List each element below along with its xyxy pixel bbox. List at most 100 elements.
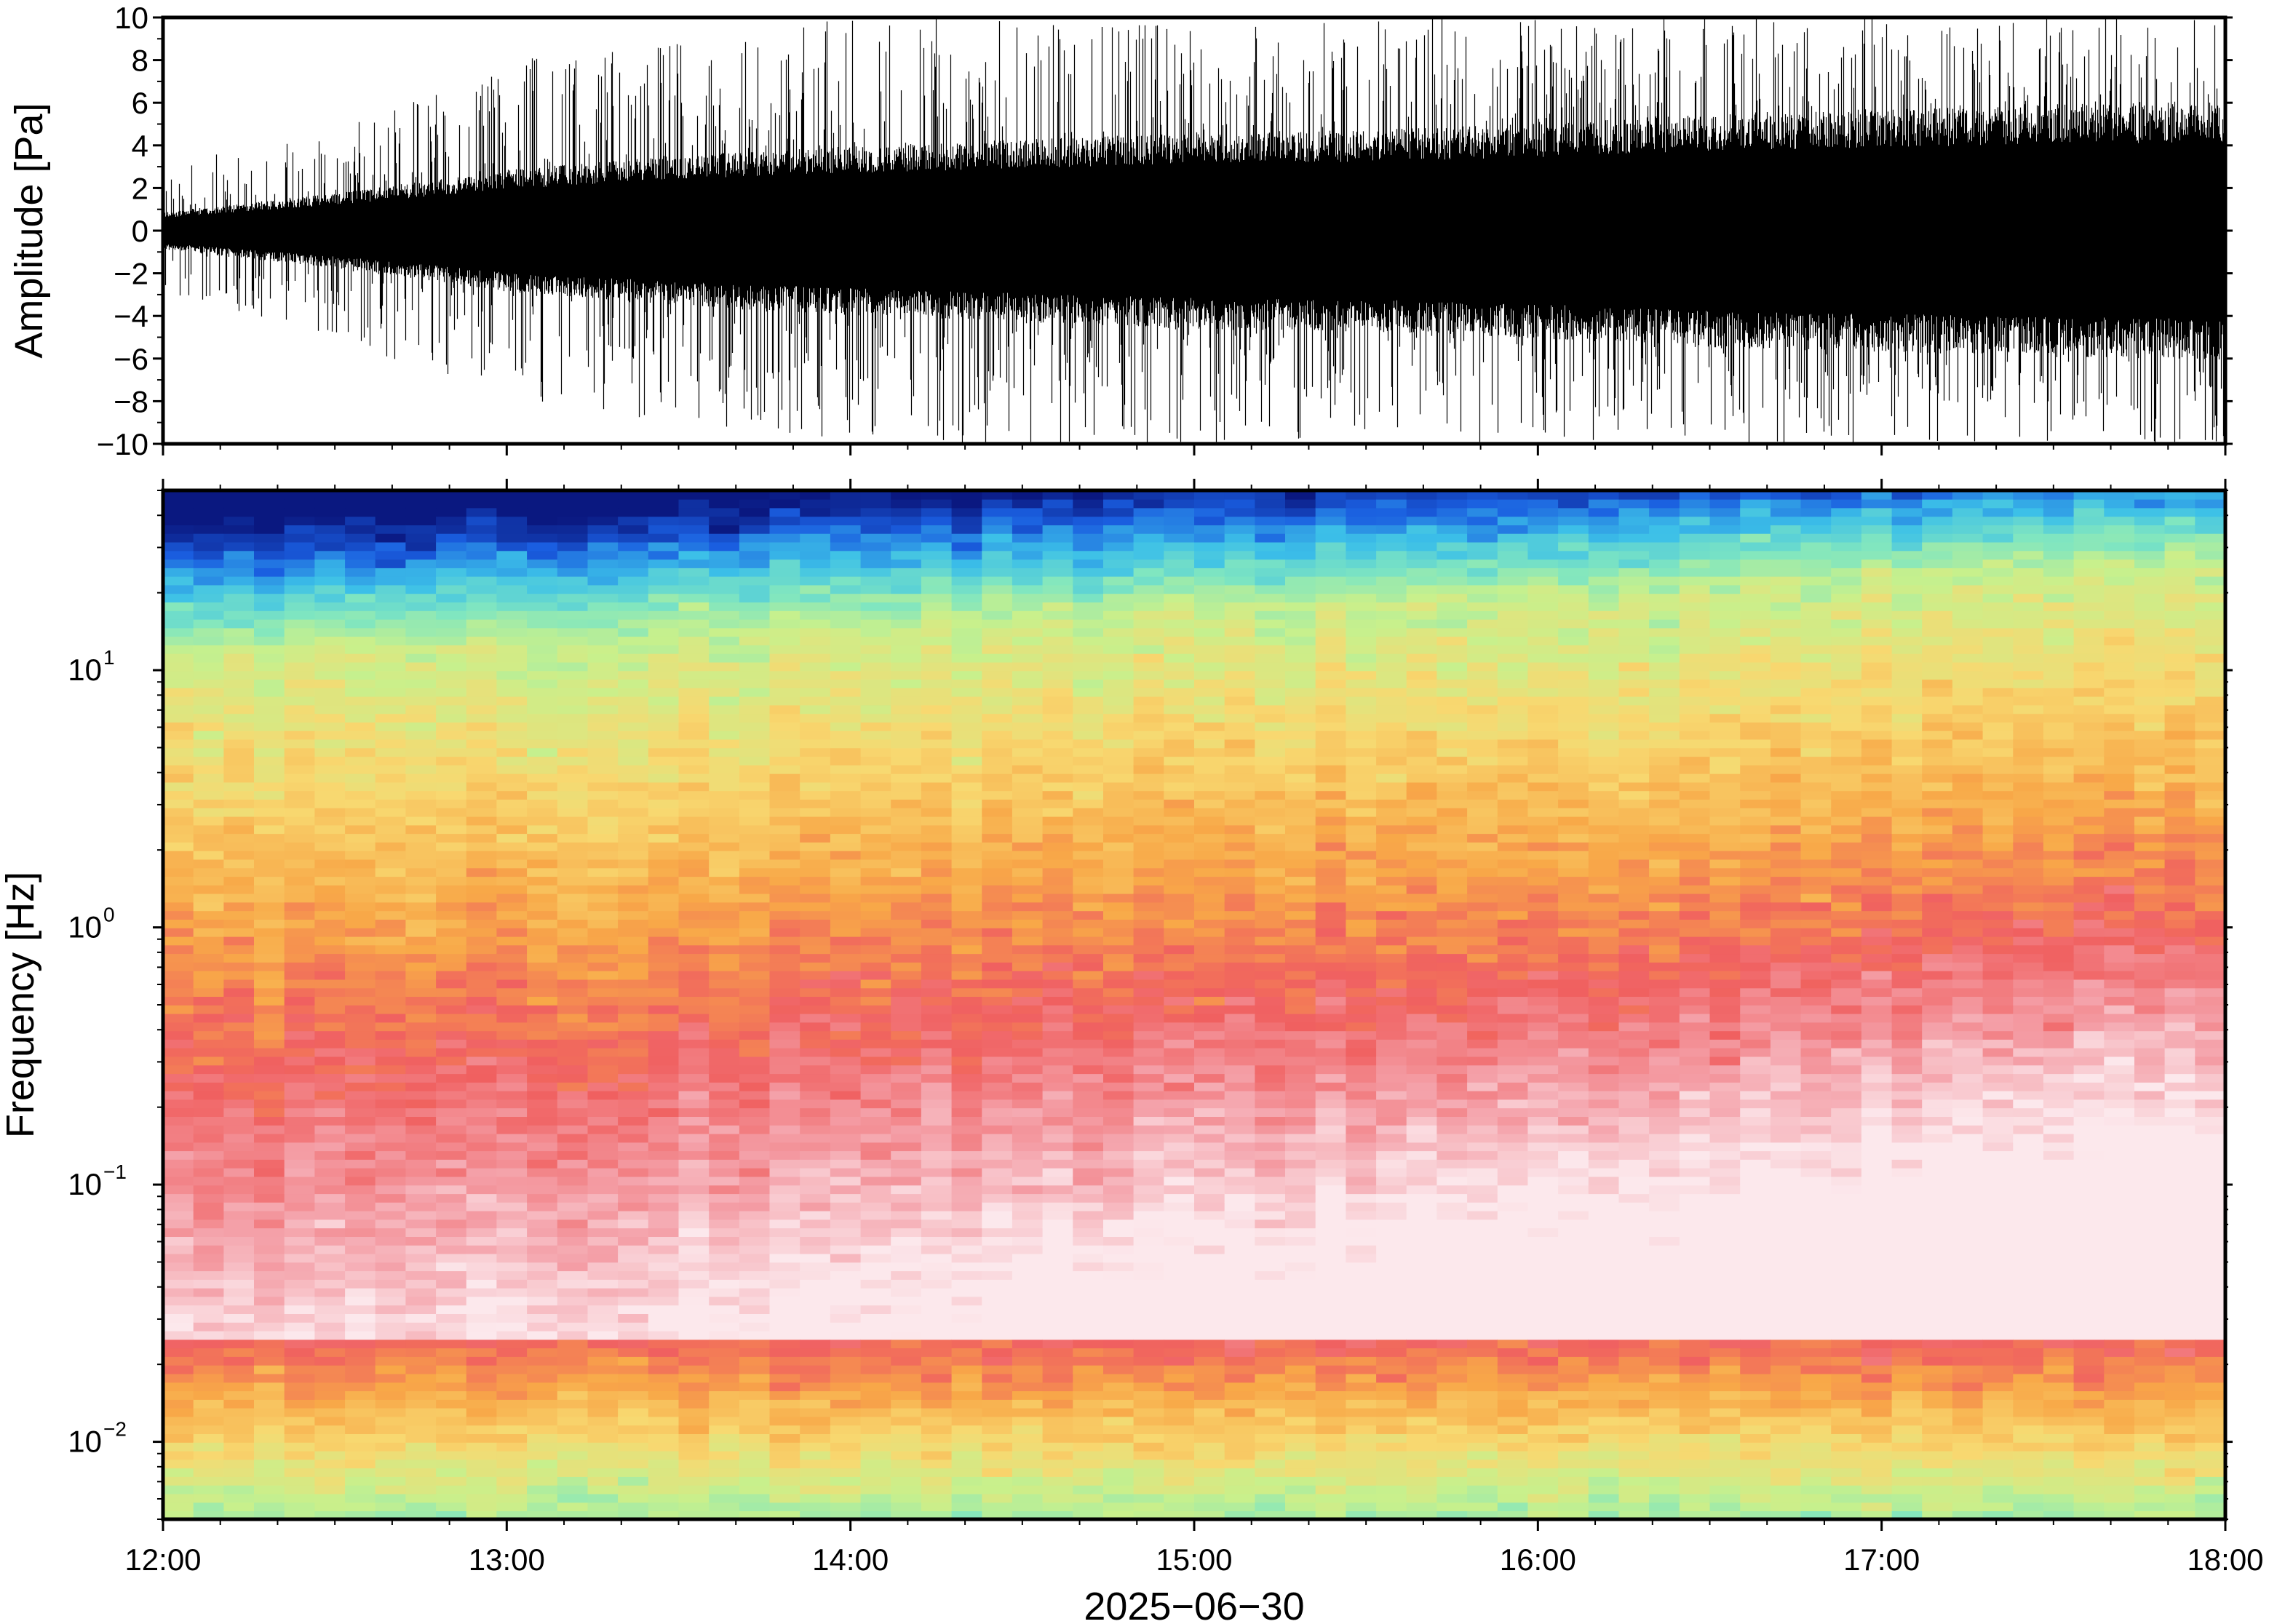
spectrogram-cell (466, 1373, 498, 1383)
spectrogram-cell (163, 1116, 194, 1126)
spectrogram-cell (527, 962, 558, 971)
spectrogram-cell (648, 568, 680, 577)
spectrogram-cell (1073, 1159, 1104, 1169)
spectrogram-cell (314, 688, 346, 697)
spectrogram-cell (1164, 876, 1195, 885)
spectrogram-cell (223, 747, 255, 757)
spectrogram-cell (891, 765, 922, 774)
spectrogram-cell (1012, 559, 1044, 568)
spectrogram-cell (1042, 1502, 1074, 1511)
spectrogram-cell (1194, 593, 1225, 602)
spectrogram-cell (193, 541, 225, 552)
spectrogram-cell (800, 747, 831, 757)
spectrogram-cell (709, 1227, 740, 1237)
spectrogram-cell (466, 1159, 498, 1169)
spectrogram-cell (1103, 919, 1134, 928)
spectrogram-cell (193, 850, 225, 860)
spectrogram-cell (1346, 1476, 1377, 1486)
spectrogram-cell (830, 842, 862, 851)
spectrogram-cell (1073, 850, 1104, 860)
spectrogram-cell (769, 1176, 800, 1186)
spectrogram-cell (678, 824, 710, 835)
spectrogram-cell (375, 618, 407, 629)
spectrogram-cell (436, 541, 467, 552)
spectrogram-cell (678, 739, 710, 749)
spectrogram-cell (405, 1244, 437, 1254)
spectrogram-cell (1133, 627, 1165, 637)
spectrogram-cell (951, 1090, 983, 1100)
spectrogram-cell (557, 1484, 589, 1494)
spectrogram-cell (1346, 919, 1377, 928)
spectrogram-cell (678, 1150, 710, 1160)
spectrogram-cell (1315, 893, 1347, 903)
spectrogram-cell (1194, 1202, 1225, 1211)
spectrogram-cell (375, 979, 407, 989)
spectrogram-cell (163, 1176, 194, 1186)
spectrogram-cell (163, 1442, 194, 1452)
spectrogram-cell (436, 1510, 467, 1519)
spectrogram-cell (1315, 1159, 1347, 1169)
spectrogram-cell (678, 1013, 710, 1023)
spectrogram-cell (830, 1348, 862, 1357)
spectrogram-cell (1285, 1005, 1316, 1014)
spectrogram-cell (587, 1296, 619, 1306)
spectrogram-cell (284, 602, 316, 611)
spectrogram-cell (739, 1227, 771, 1237)
spectrogram-cell (951, 1450, 983, 1460)
spectrogram-cell (921, 1013, 953, 1023)
spectrogram-cell (618, 1296, 649, 1306)
spectrogram-cell (982, 1390, 1013, 1400)
spectrogram-cell (1042, 1484, 1074, 1494)
spectrogram-cell (1073, 859, 1104, 869)
spectrogram-cell (1012, 1502, 1044, 1511)
spectrogram-cell (678, 1433, 710, 1443)
spectrogram-cell (345, 576, 376, 586)
spectrogram-cell (345, 1039, 376, 1048)
spectrogram-cell (648, 1142, 680, 1152)
spectrogram-cell (1255, 1039, 1286, 1048)
spectrogram-cell (1042, 1382, 1074, 1392)
spectrogram-cell (921, 1450, 953, 1460)
spectrogram-cell (1012, 1193, 1044, 1203)
spectrogram-cell (982, 1476, 1013, 1486)
spectrogram-cell (436, 808, 467, 817)
spectrogram-cell (678, 1202, 710, 1211)
spectrogram-cell (527, 1322, 558, 1332)
spectrogram-cell (587, 747, 619, 757)
spectrogram-cell (921, 962, 953, 971)
spectrogram-cell (921, 1244, 953, 1254)
spectrogram-cell (405, 661, 437, 672)
spectrogram-cell (1042, 507, 1074, 517)
spectrogram-cell (1376, 1236, 1407, 1246)
spectrogram-cell (254, 507, 285, 517)
spectrogram-cell (709, 1390, 740, 1400)
spectrogram-cell (1285, 1493, 1316, 1503)
spectrogram-cell (163, 1005, 194, 1014)
spectrogram-cell (1255, 987, 1286, 997)
spectrogram-cell (1164, 1407, 1195, 1417)
spectrogram-cell (1315, 653, 1347, 663)
spectrogram-cell (1133, 1442, 1165, 1452)
spectrogram-cell (678, 1313, 710, 1323)
spectrogram-cell (436, 498, 467, 509)
spectrogram-cell (1103, 833, 1134, 843)
spectrogram-cell (1224, 1047, 1256, 1057)
spectrogram-cell (1103, 1107, 1134, 1117)
spectrogram-cell (1255, 1484, 1286, 1494)
spectrogram-cell (193, 885, 225, 894)
spectrogram-cell (1164, 636, 1195, 645)
spectrogram-cell (557, 679, 589, 688)
spectrogram-cell (860, 765, 892, 774)
spectrogram-cell (982, 1382, 1013, 1392)
spectrogram-cell (739, 1176, 771, 1186)
spectrogram-cell (982, 824, 1013, 835)
spectrogram-cell (1285, 1270, 1316, 1280)
spectrogram-cell (405, 1364, 437, 1374)
spectrogram-cell (496, 533, 528, 543)
spectrogram-cell (830, 885, 862, 894)
spectrogram-cell (527, 765, 558, 774)
spectrogram-cell (496, 1399, 528, 1409)
spectrogram-cell (648, 1339, 680, 1349)
spectrogram-cell (982, 859, 1013, 869)
spectrogram-cell (800, 688, 831, 697)
